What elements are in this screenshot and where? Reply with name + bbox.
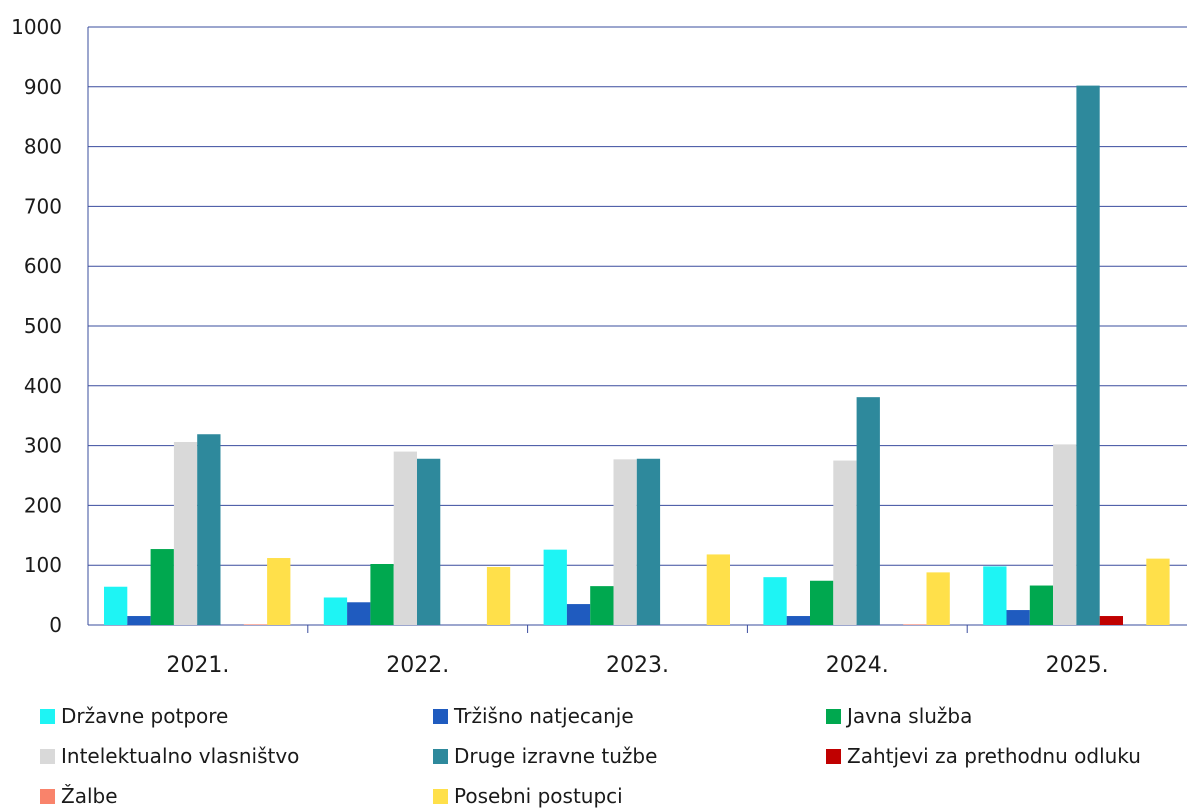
legend-label: Žalbe bbox=[61, 784, 118, 808]
x-tick-label: 2023. bbox=[606, 653, 669, 678]
legend-item: Tržišno natjecanje bbox=[433, 704, 634, 728]
bar bbox=[1076, 85, 1100, 625]
bar bbox=[104, 586, 128, 625]
y-tick-label: 700 bbox=[24, 194, 62, 218]
bar bbox=[173, 442, 198, 625]
bar bbox=[1053, 444, 1077, 625]
legend-label: Intelektualno vlasništvo bbox=[61, 744, 300, 768]
legend-swatch bbox=[40, 708, 55, 724]
bar bbox=[1006, 610, 1030, 625]
bar bbox=[370, 564, 394, 625]
bar bbox=[543, 549, 567, 625]
bar bbox=[347, 602, 371, 625]
x-tick-label: 2025. bbox=[1046, 653, 1109, 678]
bar bbox=[197, 434, 221, 625]
legend-label: Posebni postupci bbox=[454, 784, 623, 808]
y-tick-label: 800 bbox=[24, 135, 62, 159]
y-tick-label: 400 bbox=[24, 374, 62, 398]
legend-swatch bbox=[826, 708, 841, 724]
bar bbox=[590, 586, 614, 625]
legend-label: Tržišno natjecanje bbox=[454, 704, 634, 728]
bar bbox=[706, 554, 730, 625]
x-tick-label: 2022. bbox=[386, 653, 449, 678]
bar bbox=[833, 460, 857, 625]
legend-swatch bbox=[433, 708, 448, 724]
bar bbox=[566, 604, 591, 625]
legend-swatch bbox=[433, 788, 448, 804]
y-tick-label: 300 bbox=[24, 434, 62, 458]
x-tick-label: 2024. bbox=[826, 653, 889, 678]
x-tick-label: 2021. bbox=[166, 653, 229, 678]
bar bbox=[417, 458, 441, 625]
bar bbox=[323, 597, 348, 625]
legend-item: Javna služba bbox=[826, 704, 972, 728]
legend-item: Žalbe bbox=[40, 784, 118, 808]
bar bbox=[1029, 585, 1054, 625]
bar bbox=[486, 566, 511, 625]
y-tick-label: 600 bbox=[24, 254, 62, 278]
legend-item: Druge izravne tužbe bbox=[433, 744, 657, 768]
bar bbox=[983, 566, 1007, 625]
legend-label: Državne potpore bbox=[61, 704, 229, 728]
bar-chart: 0 100 200 300 400 500 600 700 800 900 1000 2021. 202… bbox=[11, 15, 1187, 678]
bar bbox=[636, 458, 661, 625]
legend-swatch bbox=[40, 748, 55, 764]
bar bbox=[243, 624, 268, 625]
y-tick-label: 900 bbox=[24, 75, 62, 99]
bar bbox=[1146, 558, 1170, 625]
bar bbox=[1099, 616, 1123, 625]
legend-item: Intelektualno vlasništvo bbox=[40, 744, 299, 768]
bar bbox=[267, 558, 291, 625]
legend-label: Druge izravne tužbe bbox=[454, 744, 658, 768]
legend-label: Javna služba bbox=[847, 704, 973, 728]
legend-label: Zahtjevi za prethodnu odluku bbox=[847, 744, 1141, 768]
chart-legend: Državne potpore Tržišno natjecanje Javna s… bbox=[0, 700, 1190, 810]
bar bbox=[903, 624, 927, 625]
legend-swatch bbox=[40, 788, 55, 804]
y-tick-label: 0 bbox=[49, 613, 62, 637]
legend-item: Državne potpore bbox=[40, 704, 228, 728]
bar bbox=[786, 616, 810, 625]
y-tick-label: 500 bbox=[24, 314, 62, 338]
bar bbox=[810, 580, 834, 625]
legend-item: Posebni postupci bbox=[433, 784, 623, 808]
bar bbox=[763, 577, 787, 625]
bar bbox=[393, 451, 417, 625]
bar bbox=[127, 616, 151, 625]
y-tick-label: 100 bbox=[24, 553, 62, 577]
legend-swatch bbox=[433, 748, 448, 764]
y-tick-label: 1000 bbox=[11, 15, 62, 39]
legend-item: Zahtjevi za prethodnu odluku bbox=[826, 744, 1141, 768]
legend-swatch bbox=[826, 748, 841, 764]
y-tick-label: 200 bbox=[24, 493, 62, 517]
bar bbox=[613, 459, 637, 625]
bar bbox=[856, 397, 880, 625]
bar bbox=[926, 572, 950, 625]
bar bbox=[150, 549, 174, 625]
